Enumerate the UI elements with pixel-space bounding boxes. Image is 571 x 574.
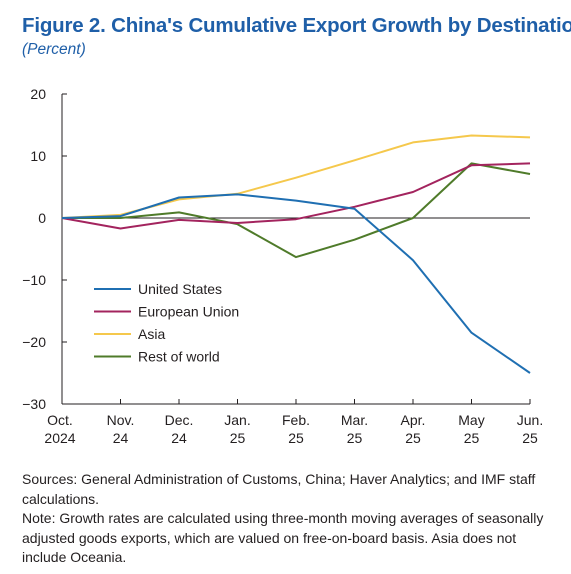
x-tick-label-year: 24 (171, 430, 187, 446)
x-tick-label-month: Apr. (401, 412, 426, 428)
note-text: Note: Growth rates are calculated using … (22, 510, 544, 565)
x-tick-label-year: 25 (405, 430, 421, 446)
y-tick-label: −10 (22, 272, 46, 288)
x-tick-label-month: Jun. (517, 412, 543, 428)
x-tick-label-month: Mar. (341, 412, 368, 428)
series-line-united-states (61, 193, 531, 374)
chart-subtitle: (Percent) (22, 41, 86, 58)
x-tick-label-month: Oct. (47, 412, 73, 428)
x-tick-label-year: 2024 (44, 430, 75, 446)
series-line-rest-of-world (62, 162, 531, 259)
x-tick-label-year: 25 (464, 430, 480, 446)
chart-footnotes: Sources: General Administration of Custo… (22, 470, 557, 568)
chart-title: Figure 2. China's Cumulative Export Grow… (22, 14, 571, 37)
x-tick-label-year: 25 (347, 430, 363, 446)
chart-series (61, 134, 531, 374)
legend-label: Rest of world (138, 349, 220, 365)
y-tick-label: −20 (22, 334, 46, 350)
x-tick-label-month: Feb. (282, 412, 310, 428)
x-tick-label-month: Dec. (165, 412, 194, 428)
y-tick-label: 20 (30, 86, 46, 102)
sources-text: Sources: General Administration of Custo… (22, 471, 536, 507)
x-tick-label-year: 25 (522, 430, 538, 446)
series-line-european-union (61, 162, 531, 230)
y-tick-label: −30 (22, 396, 46, 412)
x-tick-label-month: Nov. (107, 412, 135, 428)
y-tick-label: 0 (38, 210, 46, 226)
x-tick-label-year: 25 (288, 430, 304, 446)
legend-label: United States (138, 281, 222, 297)
x-tick-label-year: 25 (230, 430, 246, 446)
legend-label: European Union (138, 304, 239, 320)
chart-legend: United States European Union Asia Rest of w… (94, 281, 239, 365)
legend-label: Asia (138, 326, 165, 342)
x-tick-label-year: 24 (113, 430, 129, 446)
x-tick-label-month: May (458, 412, 484, 428)
x-tick-label-month: Jan. (224, 412, 250, 428)
y-tick-label: 10 (30, 148, 46, 164)
series-line-asia (61, 134, 531, 219)
